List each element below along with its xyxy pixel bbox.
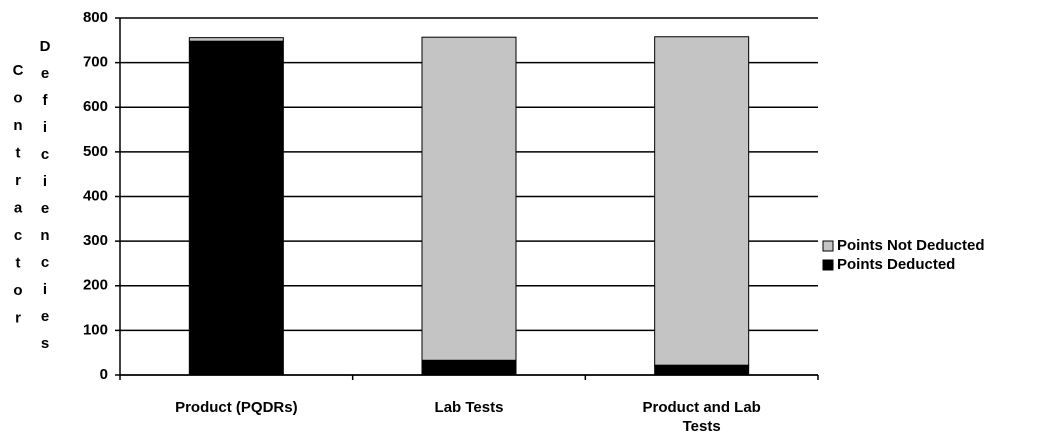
- y-tick-label: 200: [83, 277, 108, 294]
- bar-segment: [654, 36, 750, 366]
- bar-segment: [421, 36, 517, 361]
- y-tick-label: 700: [83, 54, 108, 71]
- x-tick-label: Product and Lab Tests: [642, 399, 761, 435]
- y-tick-label: 100: [83, 321, 108, 338]
- y-tick-label: 800: [83, 9, 108, 26]
- legend-label: Points Deducted: [837, 256, 955, 273]
- y-tick-label: 500: [83, 143, 108, 160]
- bar-segment: [654, 364, 750, 376]
- y-axis-label: Deficiencies: [37, 38, 54, 362]
- y-tick-label: 300: [83, 232, 108, 249]
- bar-segment: [421, 359, 517, 376]
- y-axis-label: Contractor: [10, 62, 27, 337]
- bar-segment: [188, 40, 284, 376]
- y-tick-label: 0: [100, 366, 108, 383]
- x-tick-label: Lab Tests: [434, 399, 504, 416]
- legend-swatch: [822, 259, 834, 271]
- y-tick-label: 400: [83, 187, 108, 204]
- y-tick-label: 600: [83, 98, 108, 115]
- legend-swatch: [822, 240, 834, 252]
- x-tick-label: Product (PQDRs): [175, 399, 298, 416]
- legend-label: Points Not Deducted: [837, 237, 985, 254]
- bar-segment: [188, 37, 284, 42]
